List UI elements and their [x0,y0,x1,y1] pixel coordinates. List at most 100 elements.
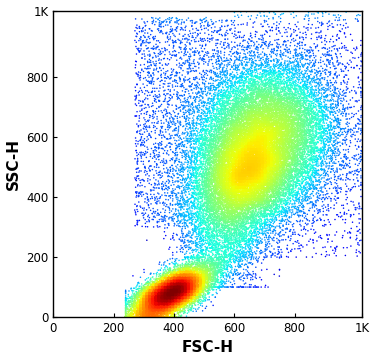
Point [287,229,293,234]
Point [241,156,247,162]
Point [245,158,251,164]
Point [242,172,248,178]
Point [270,136,276,142]
Point [170,285,176,291]
Point [252,147,258,152]
Point [190,294,196,300]
Point [142,292,148,297]
Point [242,91,248,97]
Point [167,168,173,173]
Point [170,288,176,293]
Point [208,182,214,188]
Point [224,185,230,191]
Point [303,57,309,62]
Point [187,278,193,284]
Point [276,131,282,137]
Point [203,270,209,275]
Point [267,152,273,158]
Point [281,173,287,179]
Point [249,126,255,132]
Point [334,116,340,121]
Point [184,158,190,164]
Point [263,228,269,234]
Point [147,309,153,315]
Point [252,169,258,175]
Point [234,192,240,198]
Point [348,187,354,192]
Point [237,8,243,13]
Point [227,217,233,222]
Point [162,301,168,306]
Point [148,295,154,301]
Point [194,280,200,286]
Point [162,280,168,286]
Point [321,131,327,137]
Point [241,174,247,180]
Point [252,80,258,86]
Point [186,56,192,61]
Point [199,103,205,109]
Point [244,191,250,196]
Point [151,294,157,300]
Point [262,96,268,102]
Point [264,60,270,65]
Point [291,136,297,142]
Point [158,281,164,287]
Point [254,200,260,206]
Point [248,135,254,140]
Point [234,199,240,205]
Point [179,279,185,284]
Point [231,87,237,92]
Point [187,268,193,274]
Point [214,165,220,171]
Point [226,132,232,138]
Point [263,187,269,192]
Point [259,153,265,158]
Point [158,19,164,25]
Point [247,183,253,189]
Point [337,8,343,13]
Point [324,8,330,13]
Point [167,304,173,310]
Point [150,314,156,320]
Point [204,265,210,271]
Point [161,92,167,97]
Point [161,280,167,286]
Point [204,217,210,222]
Point [245,166,251,172]
Point [274,191,280,197]
Point [252,148,258,154]
Point [269,111,275,117]
Point [173,292,179,298]
Point [259,250,265,256]
Point [300,54,306,60]
Point [220,189,226,195]
Point [169,296,175,302]
Point [246,129,252,135]
Point [256,158,262,164]
Point [277,143,283,149]
Point [241,78,247,84]
Point [316,121,322,127]
Point [183,156,189,162]
Point [244,164,250,169]
Point [143,305,149,310]
Point [183,289,189,295]
Point [186,278,192,284]
Point [153,282,159,287]
Point [207,200,213,206]
Point [173,290,179,296]
Point [286,147,292,153]
Point [169,282,175,287]
Point [260,155,266,161]
Point [224,153,230,159]
Point [294,180,300,186]
Point [210,273,216,278]
Point [275,126,281,131]
Point [286,192,292,198]
Point [188,277,194,282]
Point [142,199,148,205]
Point [250,144,256,150]
Point [224,177,230,183]
Point [188,222,194,228]
